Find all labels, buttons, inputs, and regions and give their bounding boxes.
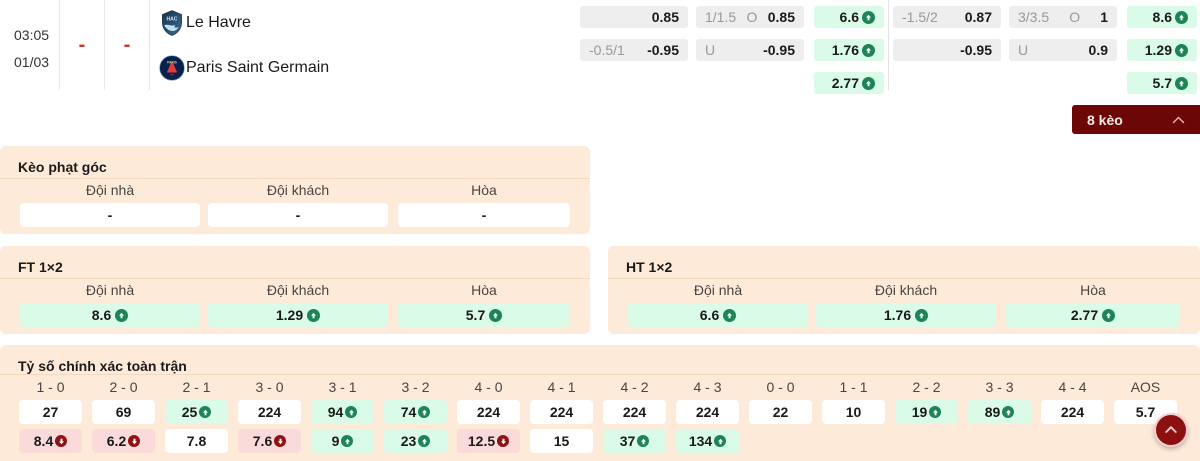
svg-text:PARIS: PARIS: [167, 60, 178, 64]
svg-text:HAC: HAC: [166, 16, 177, 22]
